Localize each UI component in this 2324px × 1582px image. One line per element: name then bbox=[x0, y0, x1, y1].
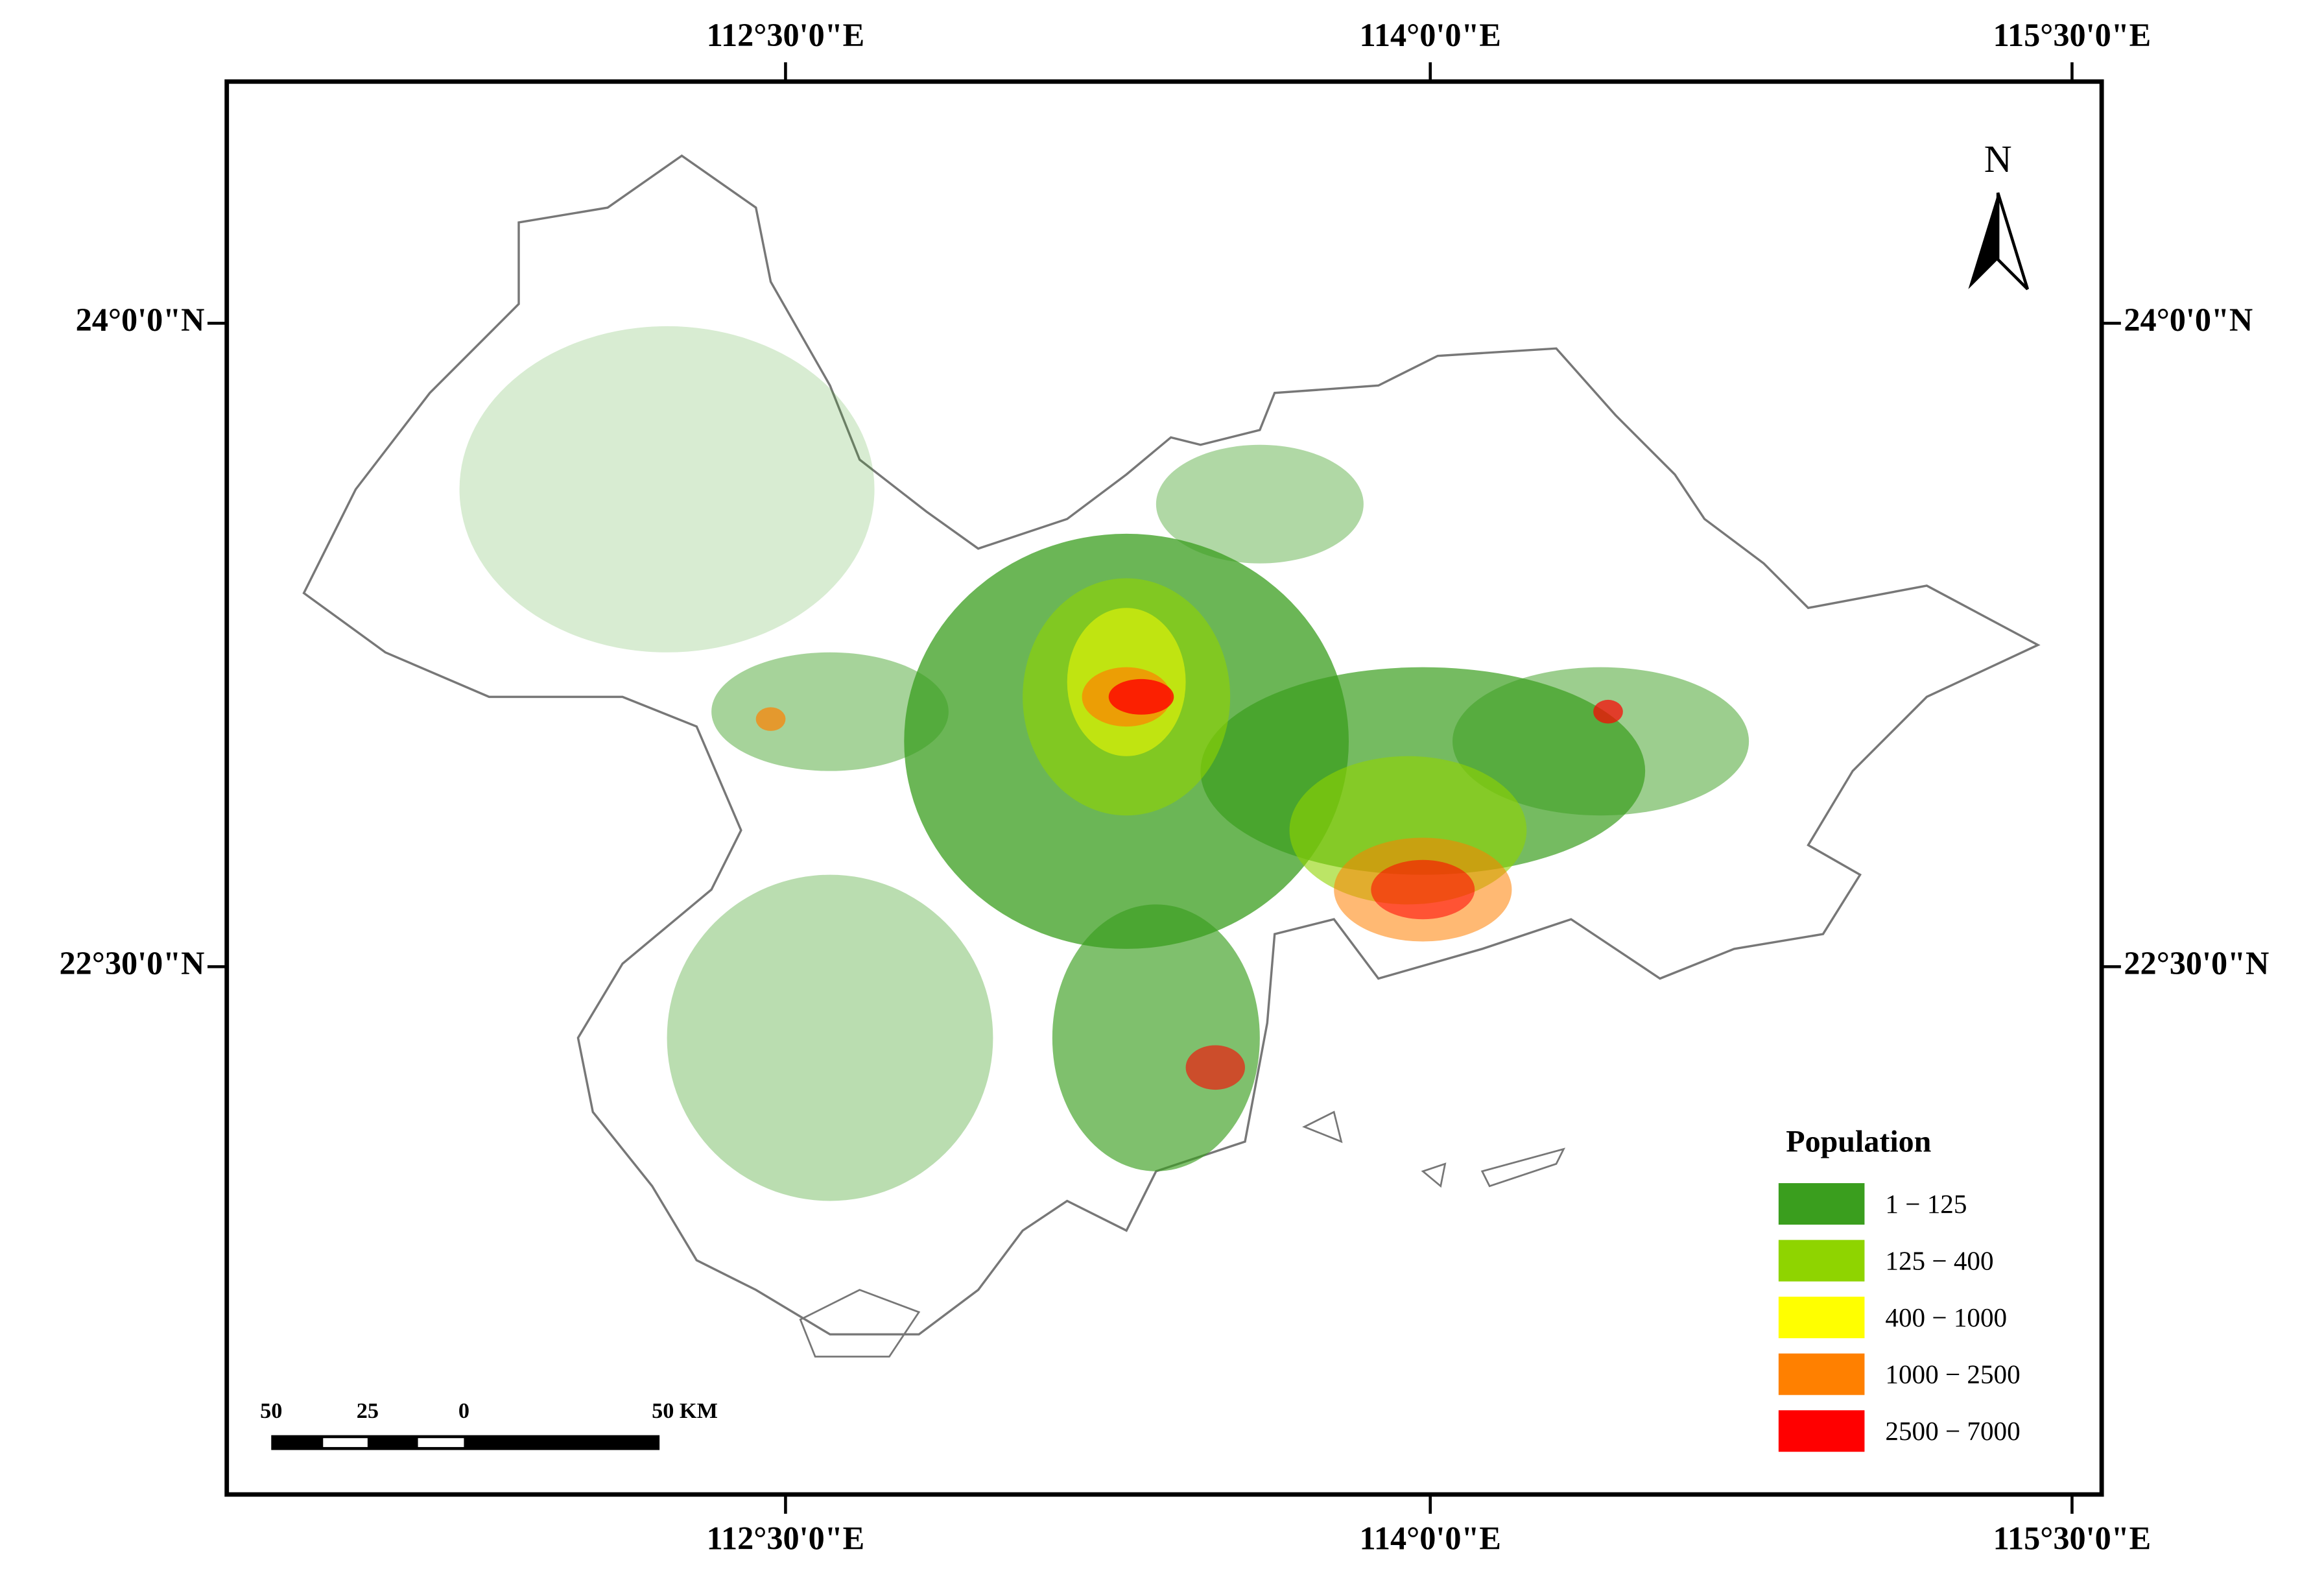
top-coordinate-label: 112°30'0"E bbox=[707, 17, 865, 53]
bottom-coordinate-label: 114°0'0"E bbox=[1360, 1520, 1501, 1557]
bottom-coordinate-label: 112°30'0"E bbox=[707, 1520, 865, 1557]
scale-bar bbox=[271, 1435, 660, 1450]
top-coordinate-label: 115°30'0"E bbox=[1993, 17, 2152, 53]
north-label: N bbox=[1984, 138, 2012, 180]
scale-label: 50 bbox=[260, 1398, 282, 1423]
top-coordinate-label: 114°0'0"E bbox=[1360, 17, 1501, 53]
legend-label: 400 − 1000 bbox=[1885, 1302, 2007, 1332]
right-coordinate-label: 22°30'0"N bbox=[2124, 945, 2269, 981]
scale-label: 50 KM bbox=[652, 1398, 718, 1423]
legend-label: 1 − 125 bbox=[1885, 1189, 1967, 1219]
population-density bbox=[459, 326, 1749, 1201]
legend-swatch bbox=[1778, 1297, 1865, 1339]
legend-title: Population bbox=[1786, 1125, 1931, 1159]
legend-swatch bbox=[1778, 1410, 1865, 1452]
bottom-coordinate-label: 115°30'0"E bbox=[1993, 1520, 2152, 1557]
legend-label: 1000 − 2500 bbox=[1885, 1360, 2020, 1389]
right-coordinate-label: 24°0'0"N bbox=[2124, 302, 2253, 338]
left-coordinate-label: 22°30'0"N bbox=[59, 945, 204, 981]
legend-label: 2500 − 7000 bbox=[1885, 1416, 2020, 1446]
scale-label: 25 bbox=[357, 1398, 379, 1423]
legend-swatch bbox=[1778, 1353, 1865, 1395]
left-coordinate-label: 24°0'0"N bbox=[76, 302, 205, 338]
legend-swatch bbox=[1778, 1183, 1865, 1225]
legend-label: 125 − 400 bbox=[1885, 1246, 1993, 1276]
legend-swatch bbox=[1778, 1240, 1865, 1282]
scale-label: 0 bbox=[458, 1398, 469, 1423]
